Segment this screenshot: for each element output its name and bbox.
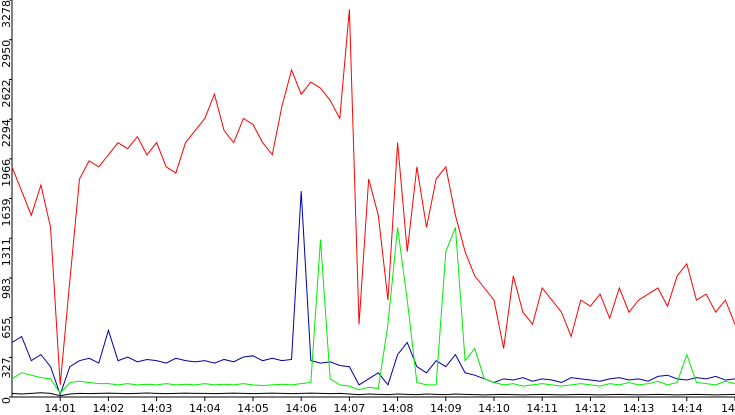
series-line: [11, 227, 735, 395]
x-tick-label: 14:09: [430, 402, 462, 415]
x-tick-label: 14:03: [141, 402, 173, 415]
series-line: [11, 191, 735, 397]
y-tick-label: 327: [0, 357, 13, 378]
x-tick-label: 14:12: [575, 402, 607, 415]
y-tick-label: 0: [0, 397, 13, 404]
y-tick-label: 983: [0, 278, 13, 299]
x-tick-label: 14:06: [285, 402, 317, 415]
y-tick-label: 3278: [0, 0, 13, 28]
y-tick-label: 1966: [0, 159, 13, 187]
x-tick-label: 14:14: [671, 402, 703, 415]
x-tick-label: 14:01: [44, 402, 76, 415]
series-line: [11, 392, 735, 397]
x-tick-label: 14: [721, 402, 735, 415]
x-tick-label: 14:11: [526, 402, 558, 415]
x-tick-label: 14:08: [382, 402, 414, 415]
x-tick-label: 14:02: [93, 402, 125, 415]
x-tick-label: 14:10: [478, 402, 510, 415]
x-tick-label: 14:13: [623, 402, 655, 415]
y-tick-label: 2950: [0, 40, 13, 68]
y-tick-label: 1639: [0, 199, 13, 227]
x-tick-label: 14:05: [237, 402, 269, 415]
x-tick-label: 14:07: [334, 402, 366, 415]
y-tick-label: 1311: [0, 238, 13, 266]
series-line: [11, 9, 735, 385]
y-tick-label: 2622: [0, 79, 13, 107]
y-tick-label: 655: [0, 318, 13, 339]
y-tick-label: 2294: [0, 119, 13, 147]
x-tick-label: 14:04: [189, 402, 221, 415]
